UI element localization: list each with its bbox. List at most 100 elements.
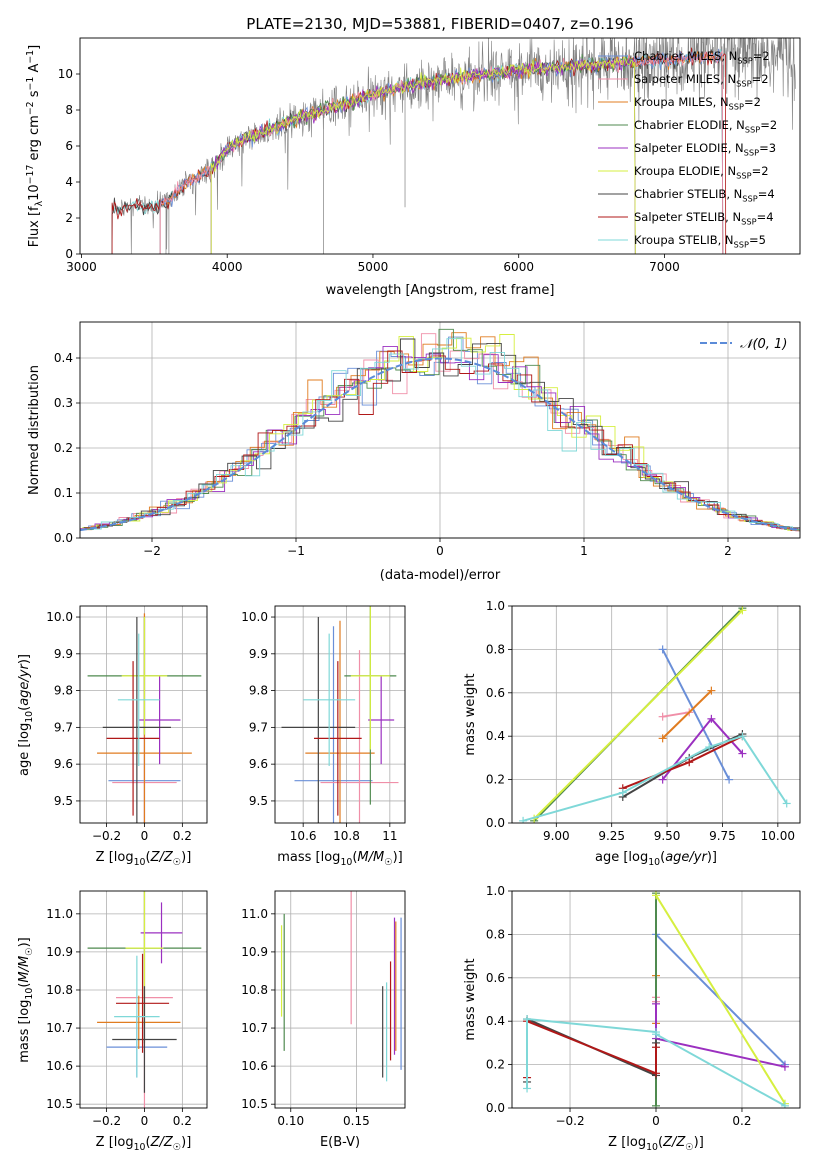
x-axis-label-part: age [log	[595, 850, 648, 865]
y-tick-label: 10.0	[241, 610, 268, 624]
mass-weight-line	[655, 1003, 786, 1068]
x-axis-label-part: ☉	[173, 1142, 181, 1153]
model-spectrum	[210, 55, 636, 254]
legend-label-part: =5	[749, 233, 766, 247]
y-axis-label-part: age/yr	[17, 662, 32, 705]
x-axis-label-part: Z/Z	[150, 850, 174, 865]
axes: 10.6 10.8 11 9.5 9.6 9.7 9.8 9.9 10.0	[241, 610, 397, 843]
x-tick-label: 3000	[66, 260, 97, 274]
axes-frame	[79, 605, 208, 824]
y-axis-label-part: −2	[25, 101, 36, 115]
x-axis-label-part: )]	[707, 850, 717, 865]
y-axis-label-part: (	[17, 983, 32, 988]
y-axis-label-part: ☉	[24, 947, 35, 955]
y-tick-label: 0.8	[486, 927, 505, 941]
y-axis-label-part: ]	[27, 45, 42, 50]
x-tick-label: 6000	[503, 260, 534, 274]
legend-label-part: SSP	[742, 193, 757, 203]
y-tick-label: 9.7	[54, 720, 73, 734]
x-tick-label: 0.2	[173, 1114, 192, 1128]
panel-age-vs-metallicity: −0.2 0 0.29.59.69.79.89.910.0Z [log10(Z/Z☉…	[17, 605, 208, 868]
normal-curve	[80, 357, 798, 532]
x-axis-label-part: 10	[648, 857, 660, 868]
y-tick-label: 9.9	[54, 647, 73, 661]
x-tick-label: 0.15	[343, 1114, 370, 1128]
axes: 9.00 9.25 9.50 9.75 10.00 0.0 0.2 0.4 0.6 0.8 1.0	[486, 599, 795, 843]
x-axis-label: Z [log10(Z/Z☉)]	[96, 850, 192, 868]
legend-label: Chabrier MILES, NSSP=2	[634, 49, 770, 65]
y-axis-label-part: mass [log	[17, 1000, 32, 1063]
axes: −0.2 0 0.2 10.5 10.6 10.7 10.8 10.9 11.0	[46, 907, 192, 1128]
plot-area	[87, 613, 202, 823]
legend-label-part: Kroupa STELIB, N	[634, 233, 734, 247]
y-tick-label: 9.9	[249, 647, 268, 661]
mass-weight-line	[662, 711, 690, 718]
x-tick-label: −0.2	[92, 1114, 121, 1128]
y-tick-label: 9.8	[249, 684, 268, 698]
x-tick-label: 11	[382, 829, 397, 843]
y-axis-label-part: 10	[27, 184, 42, 201]
x-axis-label: Z [log10(Z/Z☉)]	[608, 1135, 704, 1153]
legend-label: 𝒩(0, 1)	[740, 337, 787, 352]
plot-area	[523, 891, 789, 1108]
x-tick-label: −2	[143, 544, 161, 558]
plot-area	[519, 606, 791, 823]
axes: −2 −1 0 1 2 0.0 0.1 0.2 0.3 0.4	[54, 351, 732, 558]
y-tick-label: 0.2	[486, 1058, 505, 1072]
y-tick-label: 10.7	[241, 1021, 268, 1035]
x-axis-label-part: Z [log	[608, 1135, 646, 1150]
model-spectrum	[210, 58, 636, 254]
y-axis-label-part: A	[27, 64, 42, 77]
x-axis-label-part: Z/Z	[150, 1135, 174, 1150]
y-tick-label: 0.0	[486, 816, 505, 830]
x-tick-label: −0.2	[92, 829, 121, 843]
x-tick-label: 10.6	[290, 829, 317, 843]
y-tick-label: 0.4	[486, 1014, 505, 1028]
y-tick-label: 10.6	[46, 1059, 73, 1073]
y-axis-label-part: Flux [f	[27, 206, 42, 247]
x-axis-label-part: ☉	[685, 1142, 693, 1153]
x-axis-label: (data-model)/error	[380, 568, 501, 583]
legend-label: Salpeter STELIB, NSSP=4	[634, 210, 774, 226]
x-tick-label: 0	[436, 544, 444, 558]
legend-label: Kroupa ELODIE, NSSP=2	[634, 164, 769, 180]
x-axis-label-part: (	[352, 850, 357, 865]
plot-area	[80, 328, 800, 532]
y-tick-label: 2	[65, 211, 73, 225]
axes: −0.2 0 0.2 9.5 9.6 9.7 9.8 9.9 10.0	[46, 610, 192, 843]
legend-label: Salpeter MILES, NSSP=2	[634, 72, 769, 88]
legend-label-part: Salpeter MILES, N	[634, 72, 736, 86]
x-tick-label: 0	[141, 829, 149, 843]
y-tick-label: 0.2	[486, 773, 505, 787]
legend-label-part: SSP	[741, 216, 756, 226]
legend-label-part: Salpeter ELODIE, N	[634, 141, 744, 155]
legend-label-part: =3	[759, 141, 776, 155]
x-tick-label: 0	[652, 1114, 660, 1128]
x-axis-label-part: M/M	[357, 850, 384, 865]
axes-frame	[79, 321, 801, 539]
y-tick-label: 0	[65, 247, 73, 261]
mass-weight-line	[661, 689, 713, 740]
x-tick-label: 4000	[212, 260, 243, 274]
legend-label-part: =4	[757, 210, 774, 224]
legend-label-part: SSP	[734, 239, 749, 249]
x-axis-label: mass [log10(M/M☉)]	[277, 850, 403, 868]
x-axis-label-part: )]	[181, 850, 191, 865]
residual-histogram-step	[85, 350, 800, 531]
y-tick-label: 1.0	[486, 599, 505, 613]
y-tick-label: 9.5	[249, 794, 268, 808]
y-axis-label-part: −1	[25, 77, 36, 91]
y-tick-label: 10.9	[46, 945, 73, 959]
y-tick-label: 10.0	[46, 610, 73, 624]
legend-label-part: Chabrier MILES, N	[634, 49, 737, 63]
plot-area	[111, 38, 796, 254]
y-axis-label-part: age [log	[17, 723, 32, 776]
x-axis-label-part: age/yr	[665, 850, 708, 865]
x-axis-label-part: ☉	[173, 857, 181, 868]
y-axis-label: mass weight	[463, 958, 478, 1040]
legend-label-part: =2	[744, 95, 761, 109]
legend-label-part: =2	[760, 118, 777, 132]
y-tick-label: 0.6	[486, 971, 505, 985]
